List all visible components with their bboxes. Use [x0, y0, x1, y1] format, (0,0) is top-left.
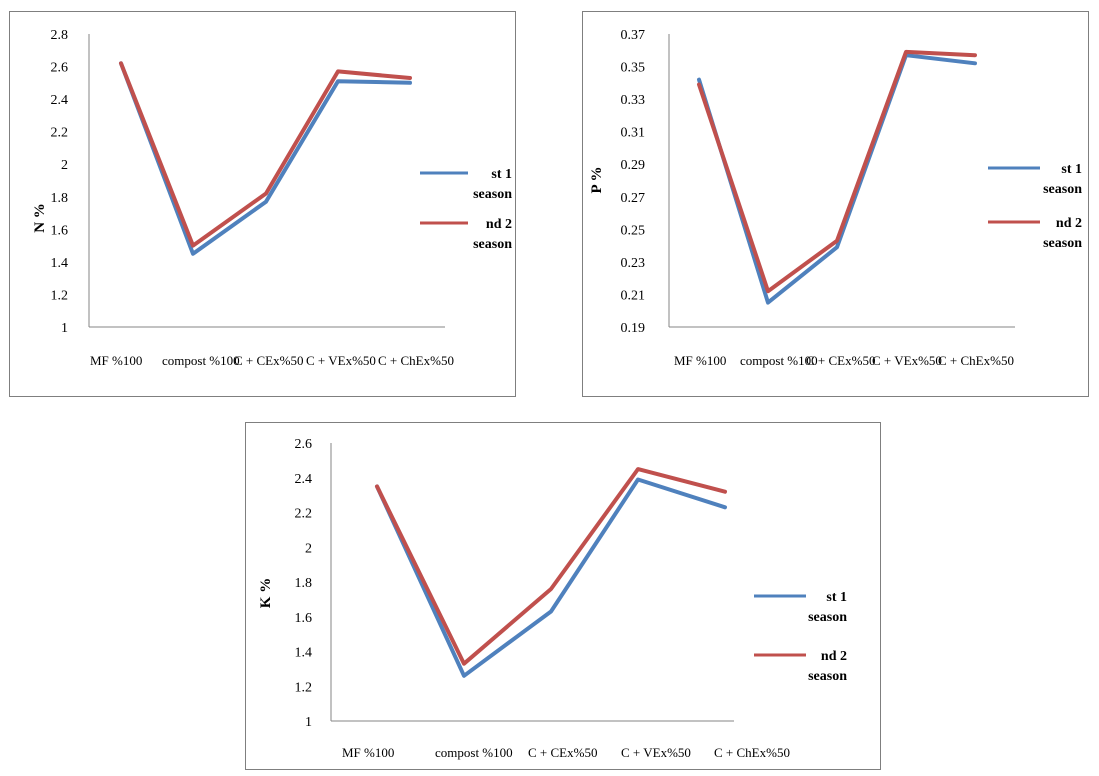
legend-label-2: nd 2 [1056, 216, 1082, 231]
x-category-label: C + CEx%50 [806, 353, 875, 368]
y-tick-label: 1.8 [295, 576, 313, 591]
legend-label-1: st 1 [1061, 162, 1082, 177]
y-tick-label: 2.8 [51, 28, 69, 43]
x-category-label: compost %100 [740, 353, 818, 368]
y-tick-label: 1.4 [295, 646, 313, 661]
y-tick-label: 1 [61, 321, 68, 336]
legend-label-1: st 1 [826, 590, 847, 605]
series-line-2 [119, 61, 412, 248]
x-category-label: C + ChEx%50 [714, 745, 790, 760]
x-category-label: compost %100 [162, 353, 240, 368]
y-axis-label: P % [589, 166, 605, 193]
y-tick-label: 2 [305, 541, 312, 556]
p-percent-chart-svg: 0.19 0.21 0.23 0.25 0.27 0.29 0.31 0.33 0.35 0.37… [589, 28, 1082, 368]
y-tick-label: 0.35 [621, 61, 646, 76]
legend-label-2-line2: season [473, 237, 512, 252]
k-percent-chart-svg: 1 1.2 1.4 1.6 1.8 2 2.2 2.4 2.6 MF %100 compost %1… [258, 437, 847, 760]
y-tick-label: 1.6 [295, 611, 313, 626]
x-category-label: C + VEx%50 [621, 745, 691, 760]
legend-label-1: st 1 [491, 167, 512, 182]
y-tick-label: 1.2 [295, 680, 313, 695]
y-tick-label: 2.4 [51, 93, 69, 108]
y-tick-label: 2.2 [51, 126, 69, 141]
x-category-label: C + ChEx%50 [378, 353, 454, 368]
y-tick-label: 0.37 [621, 28, 646, 43]
series-line-1 [375, 477, 727, 678]
legend-label-2: nd 2 [486, 217, 512, 232]
x-category-label: C + ChEx%50 [938, 353, 1014, 368]
y-tick-label: 2 [61, 158, 68, 173]
y-tick-label: 0.27 [621, 191, 646, 206]
x-category-label: MF %100 [342, 745, 394, 760]
y-tick-label: 0.21 [621, 288, 646, 303]
k-percent-chart: 1 1.2 1.4 1.6 1.8 2 2.2 2.4 2.6 MF %100 compost %1… [245, 422, 881, 770]
x-category-label: C + VEx%50 [306, 353, 376, 368]
p-percent-chart: 0.19 0.21 0.23 0.25 0.27 0.29 0.31 0.33 0.35 0.37… [582, 11, 1089, 397]
x-category-label: compost %100 [435, 745, 513, 760]
n-percent-chart-svg: 1 1.2 1.4 1.6 1.8 2 2.2 2.4 2.6 2.8 MF %100 compost… [32, 28, 512, 368]
y-tick-label: 2.6 [295, 437, 313, 452]
y-tick-label: 0.31 [621, 126, 646, 141]
y-tick-label: 0.33 [621, 93, 646, 108]
legend-label-1-line2: season [1043, 182, 1082, 197]
x-category-label: C + CEx%50 [528, 745, 597, 760]
y-tick-label: 1 [305, 715, 312, 730]
legend-label-2: nd 2 [821, 649, 847, 664]
x-category-label: MF %100 [90, 353, 142, 368]
series-line-2 [375, 467, 727, 666]
series-line-1 [119, 61, 412, 256]
y-tick-label: 2.6 [51, 61, 69, 76]
y-axis-label: K % [258, 578, 274, 608]
legend-label-2-line2: season [808, 669, 847, 684]
series-line-2 [697, 49, 977, 294]
y-tick-label: 1.4 [51, 256, 69, 271]
y-tick-label: 1.6 [51, 223, 69, 238]
legend-label-1-line2: season [808, 610, 847, 625]
y-tick-label: 0.19 [621, 321, 646, 336]
y-tick-label: 1.8 [51, 191, 69, 206]
x-category-label: MF %100 [674, 353, 726, 368]
x-category-label: C + VEx%50 [872, 353, 942, 368]
y-tick-label: 1.2 [51, 288, 69, 303]
y-tick-label: 2.2 [295, 507, 313, 522]
y-tick-label: 0.23 [621, 256, 646, 271]
y-tick-label: 0.29 [621, 158, 646, 173]
x-category-label: C + CEx%50 [234, 353, 303, 368]
legend-label-2-line2: season [1043, 236, 1082, 251]
y-tick-label: 0.25 [621, 223, 646, 238]
series-line-1 [697, 53, 977, 305]
y-tick-label: 2.4 [295, 472, 313, 487]
legend-label-1-line2: season [473, 187, 512, 202]
n-percent-chart: 1 1.2 1.4 1.6 1.8 2 2.2 2.4 2.6 2.8 MF %100 compost… [9, 11, 516, 397]
y-axis-label: N % [32, 203, 48, 233]
